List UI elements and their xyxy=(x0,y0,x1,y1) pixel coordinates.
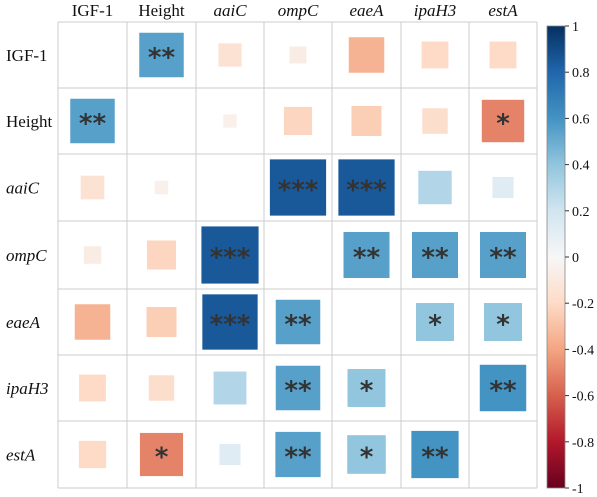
cell-eaeA-ompC xyxy=(275,299,321,345)
significance-label: * xyxy=(360,443,374,473)
significance-label: * xyxy=(496,310,510,340)
significance-label: ** xyxy=(421,243,449,273)
significance-label: ** xyxy=(489,376,517,406)
colorbar-tick-label: 0.2 xyxy=(572,205,590,220)
colorbar-tick-label: -0.8 xyxy=(572,436,594,451)
cell-ompC-ipaH3 xyxy=(412,232,458,278)
significance-label: *** xyxy=(346,176,387,206)
cell-eaeA-Height xyxy=(146,307,177,337)
cell-estA-IGF-1 xyxy=(78,440,107,469)
column-label: ipaH3 xyxy=(414,1,457,20)
cell-IGF-1-estA xyxy=(489,41,517,69)
cell-estA-ompC xyxy=(275,431,321,478)
significance-label: *** xyxy=(210,310,251,340)
row-label: estA xyxy=(6,446,36,465)
cell-ompC-eaeA xyxy=(343,232,390,278)
colorbar-gradient xyxy=(546,25,566,489)
significance-label: ** xyxy=(421,443,449,473)
cell-aaiC-ompC xyxy=(269,159,327,216)
significance-label: * xyxy=(360,376,374,406)
column-label: aaiC xyxy=(213,1,247,20)
cell-Height-ompC xyxy=(283,106,313,136)
cell-Height-IGF-1 xyxy=(70,98,115,144)
significance-label: *** xyxy=(278,176,319,206)
cell-Height-eaeA xyxy=(351,106,382,136)
colorbar: 1 0.8 0.6 0.4 0.2 0 -0.2 -0.4 -0.6 -0.8 -1 xyxy=(546,20,594,497)
cell-ipaH3-eaeA xyxy=(347,369,386,407)
column-label: estA xyxy=(488,1,518,20)
cell-estA-ipaH3 xyxy=(411,430,459,479)
grid xyxy=(57,21,538,489)
column-label: eaeA xyxy=(350,1,385,20)
cell-aaiC-estA xyxy=(492,176,514,199)
colorbar-tick-label: 1 xyxy=(572,20,579,35)
colorbar-tick-label: 0.8 xyxy=(572,66,590,81)
cell-eaeA-ipaH3 xyxy=(416,303,454,341)
cell-ompC-aaiC xyxy=(201,226,259,284)
significance-label: ** xyxy=(284,376,312,406)
row-label: ipaH3 xyxy=(6,379,49,398)
significance-label: ** xyxy=(148,43,176,73)
cell-estA-Height xyxy=(139,432,184,477)
cell-ipaH3-IGF-1 xyxy=(79,374,106,402)
significance-label: ** xyxy=(489,243,517,273)
cell-eaeA-aaiC xyxy=(202,294,258,350)
row-label: Height xyxy=(6,112,53,131)
row-label: eaeA xyxy=(6,313,41,332)
colorbar-tick-label: 0.4 xyxy=(572,159,590,174)
cell-ipaH3-ompC xyxy=(275,365,321,411)
cell-eaeA-estA xyxy=(484,303,522,341)
column-label: IGF-1 xyxy=(72,1,114,20)
cell-Height-ipaH3 xyxy=(422,108,448,134)
cell-IGF-1-eaeA xyxy=(348,37,385,73)
colorbar-tick-label: -0.6 xyxy=(572,390,594,405)
significance-label: *** xyxy=(210,243,251,273)
cells: **** **** ****** ** ** ***** ** * *** * *** ** * ** xyxy=(70,32,527,479)
column-label: Height xyxy=(138,1,185,20)
colorbar-tick-label: 0.6 xyxy=(572,112,590,127)
cell-ipaH3-Height xyxy=(148,375,175,401)
colorbar-tick-label: -1 xyxy=(572,482,584,497)
cell-ipaH3-aaiC xyxy=(213,371,247,405)
significance-label: * xyxy=(428,310,442,340)
row-label: IGF-1 xyxy=(6,46,48,65)
significance-label: ** xyxy=(353,243,381,273)
significance-label: * xyxy=(155,443,169,473)
significance-label: ** xyxy=(284,310,312,340)
significance-label: ** xyxy=(284,443,312,473)
cell-ompC-Height xyxy=(146,240,177,270)
row-label: aaiC xyxy=(6,179,40,198)
cell-eaeA-IGF-1 xyxy=(74,304,111,340)
column-label: ompC xyxy=(278,1,319,20)
row-label: ompC xyxy=(6,246,47,265)
colorbar-tick-label: -0.2 xyxy=(572,297,594,312)
cell-estA-eaeA xyxy=(347,435,386,474)
axis-labels: IGF-1 Height aaiC ompC eaeA ipaH3 estA IGF-1 Hei… xyxy=(6,1,518,465)
colorbar-tick-label: 0 xyxy=(572,251,579,266)
cell-ipaH3-estA xyxy=(479,364,527,412)
significance-label: * xyxy=(496,109,510,139)
cell-aaiC-eaeA xyxy=(338,159,395,216)
cell-Height-estA xyxy=(481,99,525,143)
cell-IGF-1-aaiC xyxy=(218,43,242,67)
cell-ompC-IGF-1 xyxy=(83,246,102,264)
cell-estA-aaiC xyxy=(219,443,241,466)
cell-aaiC-Height xyxy=(154,180,169,195)
cell-aaiC-ipaH3 xyxy=(418,170,452,205)
cell-aaiC-IGF-1 xyxy=(80,175,105,200)
cell-IGF-1-Height xyxy=(139,32,184,78)
cell-IGF-1-ompC xyxy=(289,46,307,64)
significance-label: ** xyxy=(79,109,107,139)
colorbar-tick-label: -0.4 xyxy=(572,343,594,358)
cell-ompC-estA xyxy=(480,232,526,278)
cell-Height-aaiC xyxy=(223,114,237,128)
cell-IGF-1-ipaH3 xyxy=(421,41,449,69)
